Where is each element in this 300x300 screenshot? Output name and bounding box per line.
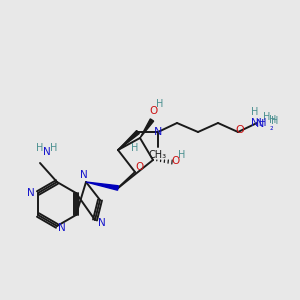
Text: H: H — [156, 99, 164, 109]
Text: H: H — [50, 143, 58, 153]
Text: O: O — [171, 156, 179, 166]
Text: H: H — [251, 107, 259, 117]
Text: N: N — [80, 170, 88, 180]
Text: O: O — [149, 106, 157, 116]
Text: N: N — [27, 188, 35, 198]
Text: H: H — [131, 143, 139, 153]
Text: NH: NH — [251, 118, 267, 128]
Text: H: H — [271, 116, 279, 126]
Text: CH₃: CH₃ — [149, 150, 167, 160]
Text: H: H — [178, 150, 186, 160]
Text: H: H — [263, 112, 271, 122]
Text: H: H — [36, 143, 44, 153]
Text: ₂: ₂ — [269, 122, 273, 131]
Text: N: N — [154, 127, 162, 137]
Polygon shape — [140, 119, 154, 138]
Text: H: H — [269, 115, 277, 125]
Text: N: N — [43, 147, 51, 157]
Text: N: N — [98, 218, 106, 228]
Text: O: O — [136, 162, 144, 172]
Polygon shape — [86, 182, 118, 190]
Text: N: N — [256, 119, 264, 129]
Polygon shape — [118, 130, 139, 150]
Text: N: N — [58, 223, 66, 233]
Text: O: O — [236, 125, 244, 135]
